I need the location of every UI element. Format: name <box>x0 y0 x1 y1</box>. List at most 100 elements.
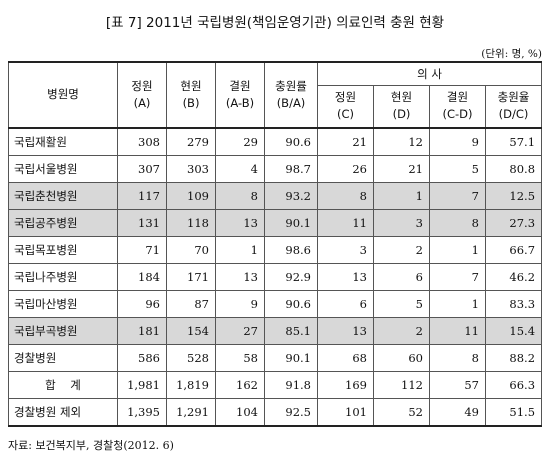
table-row: 경찰병원 제외 1,395 1,291 104 92.5 101 52 49 51.5 <box>8 397 543 427</box>
hospital-name-cell: 국립공주병원 <box>8 208 118 237</box>
value-cell: 8 <box>429 343 486 372</box>
value-cell: 6 <box>373 262 430 291</box>
value-cell: 1,395 <box>117 397 167 427</box>
hospital-name-cell: 경찰병원 <box>8 343 118 372</box>
value-cell: 181 <box>117 316 167 345</box>
hospital-name-cell: 합 계 <box>8 370 118 399</box>
value-cell: 90.1 <box>264 343 318 372</box>
value-cell: 171 <box>166 262 216 291</box>
value-cell: 303 <box>166 154 216 183</box>
hospital-name-cell: 국립재활원 <box>8 126 118 156</box>
value-cell: 1,819 <box>166 370 216 399</box>
value-cell: 528 <box>166 343 216 372</box>
value-cell: 57.1 <box>484 126 543 156</box>
value-cell: 71 <box>117 235 167 264</box>
value-cell: 29 <box>215 126 265 156</box>
value-cell: 91.8 <box>264 370 318 399</box>
table-row: 국립서울병원 307 303 4 98.7 26 21 5 80.8 <box>8 154 543 183</box>
hospital-name-cell: 국립서울병원 <box>8 154 118 183</box>
staffing-table: 병원명 정원 (A) 현원 (B) 결원 (A-B) 충원률 (B/A) 의 사 정원(… <box>8 61 543 427</box>
value-cell: 307 <box>117 154 167 183</box>
value-cell: 11 <box>429 316 486 345</box>
value-cell: 169 <box>317 370 374 399</box>
value-cell: 1 <box>215 235 265 264</box>
table-row: 국립공주병원 131 118 13 90.1 11 3 8 27.3 <box>8 208 543 237</box>
value-cell: 13 <box>317 316 374 345</box>
value-cell: 21 <box>373 154 430 183</box>
value-cell: 1 <box>429 235 486 264</box>
value-cell: 586 <box>117 343 167 372</box>
table-row: 합 계 1,981 1,819 162 91.8 169 112 57 66.3 <box>8 370 543 399</box>
value-cell: 5 <box>429 154 486 183</box>
value-cell: 3 <box>317 235 374 264</box>
value-cell: 46.2 <box>484 262 543 291</box>
value-cell: 13 <box>317 262 374 291</box>
value-cell: 92.5 <box>264 397 318 427</box>
header-fill-rate: 충원률 (B/A) <box>264 61 318 128</box>
table-row: 경찰병원 586 528 58 90.1 68 60 8 88.2 <box>8 343 543 372</box>
value-cell: 12.5 <box>484 181 543 210</box>
value-cell: 117 <box>117 181 167 210</box>
value-cell: 68 <box>317 343 374 372</box>
value-cell: 1 <box>429 289 486 318</box>
table-row: 국립목포병원 71 70 1 98.6 3 2 1 66.7 <box>8 235 543 264</box>
value-cell: 2 <box>373 316 430 345</box>
value-cell: 131 <box>117 208 167 237</box>
value-cell: 90.1 <box>264 208 318 237</box>
table-body: 국립재활원 308 279 29 90.6 21 12 9 57.1 국립서울병원 307 303 4 9… <box>8 126 543 427</box>
value-cell: 154 <box>166 316 216 345</box>
value-cell: 12 <box>373 126 430 156</box>
header-doctor-current: 현원 (D) <box>373 85 430 128</box>
value-cell: 88.2 <box>484 343 543 372</box>
value-cell: 7 <box>429 181 486 210</box>
header-hospital: 병원명 <box>8 61 118 128</box>
value-cell: 87 <box>166 289 216 318</box>
header-current: 현원 (B) <box>166 61 216 128</box>
value-cell: 93.2 <box>264 181 318 210</box>
value-cell: 27 <box>215 316 265 345</box>
value-cell: 13 <box>215 208 265 237</box>
hospital-name-cell: 국립마산병원 <box>8 289 118 318</box>
value-cell: 8 <box>317 181 374 210</box>
unit-note: (단위: 명, %) <box>481 48 542 60</box>
header-quota: 정원 (A) <box>117 61 167 128</box>
hospital-name-cell: 국립목포병원 <box>8 235 118 264</box>
value-cell: 60 <box>373 343 430 372</box>
value-cell: 101 <box>317 397 374 427</box>
value-cell: 308 <box>117 126 167 156</box>
value-cell: 85.1 <box>264 316 318 345</box>
value-cell: 66.7 <box>484 235 543 264</box>
value-cell: 83.3 <box>484 289 543 318</box>
value-cell: 49 <box>429 397 486 427</box>
table-row: 국립춘천병원 117 109 8 93.2 8 1 7 12.5 <box>8 181 543 210</box>
value-cell: 51.5 <box>484 397 543 427</box>
value-cell: 162 <box>215 370 265 399</box>
value-cell: 90.6 <box>264 126 318 156</box>
header-doctor-vacancy: 결원 (C-D) <box>429 85 486 128</box>
hospital-name-cell: 국립나주병원 <box>8 262 118 291</box>
header-doctor-group: 의 사 <box>316 61 543 86</box>
value-cell: 2 <box>373 235 430 264</box>
value-cell: 9 <box>429 126 486 156</box>
value-cell: 11 <box>317 208 374 237</box>
value-cell: 26 <box>317 154 374 183</box>
table-row: 국립마산병원 96 87 9 90.6 6 5 1 83.3 <box>8 289 543 318</box>
value-cell: 90.6 <box>264 289 318 318</box>
value-cell: 109 <box>166 181 216 210</box>
value-cell: 5 <box>373 289 430 318</box>
value-cell: 13 <box>215 262 265 291</box>
value-cell: 98.7 <box>264 154 318 183</box>
value-cell: 1 <box>373 181 430 210</box>
hospital-name-cell: 국립부곡병원 <box>8 316 118 345</box>
value-cell: 15.4 <box>484 316 543 345</box>
value-cell: 1,981 <box>117 370 167 399</box>
value-cell: 96 <box>117 289 167 318</box>
value-cell: 21 <box>317 126 374 156</box>
table-row: 국립재활원 308 279 29 90.6 21 12 9 57.1 <box>8 126 543 156</box>
source-note: 자료: 보건복지부, 경찰청(2012. 6) <box>8 439 174 452</box>
value-cell: 184 <box>117 262 167 291</box>
value-cell: 6 <box>317 289 374 318</box>
value-cell: 8 <box>215 181 265 210</box>
table-title: [표 7] 2011년 국립병원(책임운영기관) 의료인력 충원 현황 <box>105 15 445 31</box>
value-cell: 57 <box>429 370 486 399</box>
